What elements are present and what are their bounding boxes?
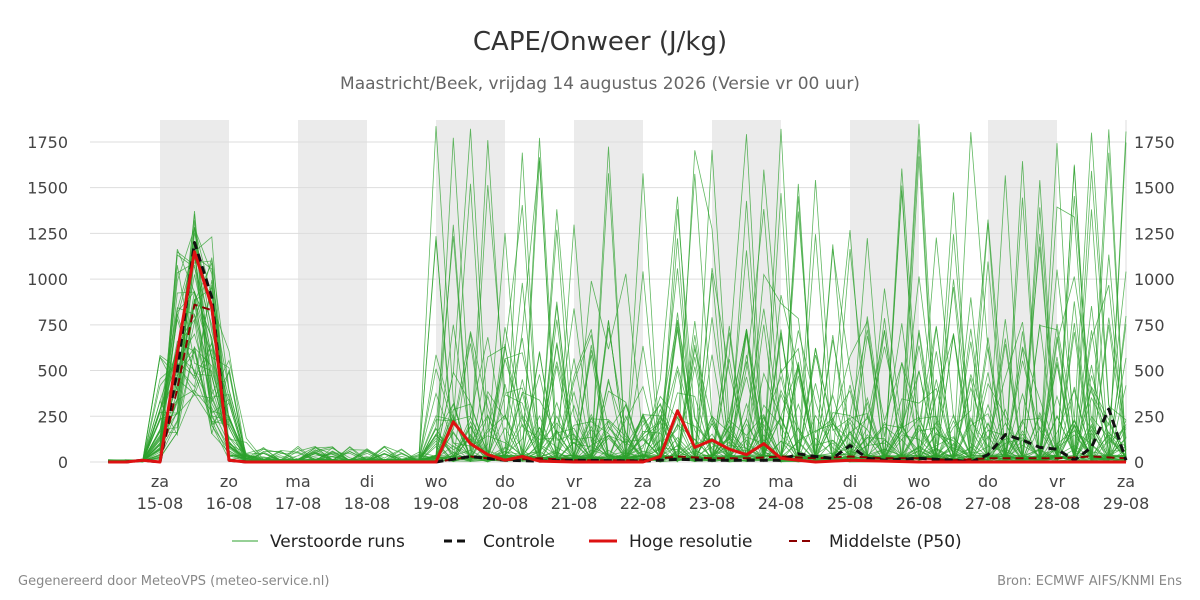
x-tick-day: za — [1117, 472, 1135, 491]
y-tick-label-right: 1250 — [1134, 224, 1175, 243]
y-tick-label-left: 1500 — [27, 179, 68, 198]
x-tick-date: 21-08 — [551, 494, 598, 513]
x-tick-date: 26-08 — [896, 494, 943, 513]
x-tick-date: 18-08 — [344, 494, 391, 513]
y-tick-label-left: 750 — [37, 316, 68, 335]
chart-title: CAPE/Onweer (J/kg) — [473, 27, 727, 57]
y-tick-label-left: 1000 — [27, 270, 68, 289]
x-tick-day: ma — [285, 472, 310, 491]
weekend-bands — [160, 120, 1057, 462]
x-tick-date: 22-08 — [620, 494, 667, 513]
x-tick-day: wo — [908, 472, 931, 491]
x-tick-day: vr — [566, 472, 582, 491]
ensemble-run-line — [108, 238, 1127, 463]
y-tick-label-left: 250 — [37, 407, 68, 426]
x-tick-day: wo — [425, 472, 448, 491]
x-axis-ticks: za 15-08 zo 16-08 ma 17-08 di 18-08 wo 19-08 do 20-… — [137, 472, 1150, 513]
x-tick-day: do — [495, 472, 515, 491]
x-tick-date: 24-08 — [758, 494, 805, 513]
x-tick-date: 25-08 — [827, 494, 874, 513]
control-line — [108, 241, 1128, 464]
x-tick-day: do — [978, 472, 998, 491]
y-tick-label-right: 1500 — [1134, 179, 1175, 198]
x-tick-date: 27-08 — [965, 494, 1012, 513]
x-tick-day: vr — [1049, 472, 1065, 491]
x-tick-date: 16-08 — [206, 494, 253, 513]
y-tick-label-left: 0 — [58, 453, 68, 472]
y-tick-label-left: 500 — [37, 362, 68, 381]
x-tick-day: zo — [703, 472, 721, 491]
y-tick-label-right: 500 — [1134, 362, 1165, 381]
legend-label-hires: Hoge resolutie — [629, 532, 753, 552]
legend-label-median: Middelste (P50) — [829, 532, 962, 552]
y-tick-label-right: 1750 — [1134, 133, 1175, 152]
chart-subtitle: Maastricht/Beek, vrijdag 14 augustus 202… — [340, 74, 860, 94]
hires-line — [108, 250, 1126, 464]
y-tick-label-right: 0 — [1134, 453, 1144, 472]
x-tick-date: 17-08 — [275, 494, 322, 513]
x-tick-date: 15-08 — [137, 494, 184, 513]
x-tick-day: za — [634, 472, 652, 491]
ensemble-run-line — [108, 129, 1127, 463]
x-tick-date: 20-08 — [482, 494, 529, 513]
y-tick-label-left: 1250 — [27, 224, 68, 243]
weekend-band — [298, 120, 367, 462]
x-tick-date: 28-08 — [1034, 494, 1081, 513]
legend: Verstoorde runs Controle Hoge resolutie … — [232, 532, 962, 552]
ensemble-run-line — [108, 222, 1127, 463]
y-tick-label-right: 250 — [1134, 407, 1165, 426]
y-tick-label-right: 1000 — [1134, 270, 1175, 289]
main-series — [108, 241, 1128, 464]
y-tick-label-left: 1750 — [27, 133, 68, 152]
x-tick-date: 23-08 — [689, 494, 736, 513]
x-tick-day: zo — [220, 472, 238, 491]
x-tick-day: di — [843, 472, 858, 491]
median-line — [108, 303, 1127, 463]
legend-label-ensemble: Verstoorde runs — [270, 532, 405, 552]
ensemble-run-line — [108, 190, 1127, 463]
y-axis-ticks: 0 0 250 250 500 500 750 750 1000 1000 1250 1250 1500… — [27, 133, 1174, 472]
x-tick-day: za — [151, 472, 169, 491]
y-tick-label-right: 750 — [1134, 316, 1165, 335]
ensemble-run-line — [108, 142, 1127, 463]
x-tick-day: di — [360, 472, 375, 491]
x-tick-date: 29-08 — [1103, 494, 1150, 513]
x-tick-date: 19-08 — [413, 494, 460, 513]
x-tick-day: ma — [768, 472, 793, 491]
footer-generated-by: Gegenereerd door MeteoVPS (meteo-service… — [18, 574, 329, 589]
legend-label-control: Controle — [483, 532, 555, 552]
footer-source: Bron: ECMWF AIFS/KNMI Ens — [997, 574, 1182, 589]
